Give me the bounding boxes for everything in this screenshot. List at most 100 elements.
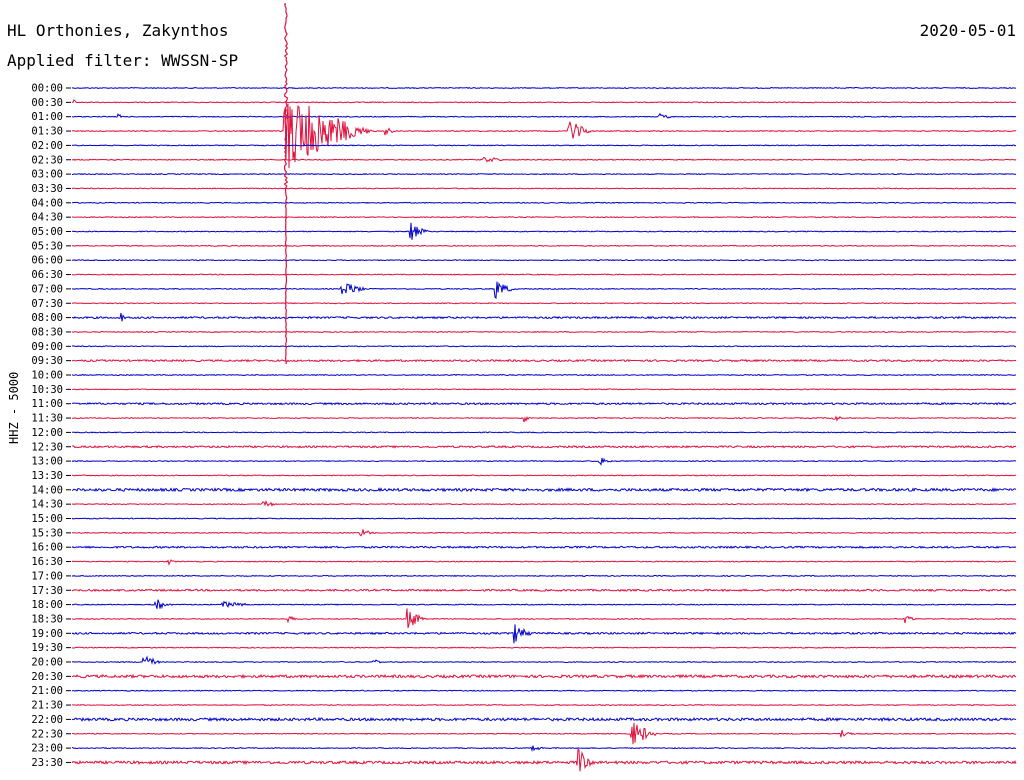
seismic-trace <box>71 187 1017 190</box>
trace-time-label: 14:30 <box>31 499 63 511</box>
seismic-trace <box>71 330 1017 334</box>
seismic-trace <box>71 545 1017 550</box>
seismic-trace <box>71 487 1017 493</box>
trace-time-label: 15:00 <box>31 513 63 525</box>
trace-time-label: 19:00 <box>31 628 63 640</box>
seismic-trace <box>71 689 1017 692</box>
seismic-trace <box>71 457 1017 466</box>
trace-time-label: 05:00 <box>31 226 63 238</box>
seismic-trace <box>71 401 1017 406</box>
seismic-trace <box>71 201 1017 204</box>
seismic-trace <box>71 259 1017 262</box>
major-event-spike <box>283 3 289 365</box>
seismic-trace <box>71 500 1017 507</box>
trace-time-label: 10:30 <box>31 384 63 396</box>
trace-time-label: 08:00 <box>31 312 63 324</box>
trace-time-label: 22:00 <box>31 714 63 726</box>
trace-time-label: 23:00 <box>31 743 63 755</box>
trace-time-label: 14:00 <box>31 484 63 496</box>
trace-time-label: 05:30 <box>31 240 63 252</box>
trace-time-label: 01:30 <box>31 126 63 138</box>
trace-time-label: 06:00 <box>31 255 63 267</box>
seismic-trace <box>71 574 1017 578</box>
trace-time-label: 08:30 <box>31 326 63 338</box>
seismic-trace <box>71 673 1017 680</box>
trace-time-label: 16:00 <box>31 542 63 554</box>
seismic-trace <box>71 716 1017 722</box>
seismic-trace <box>71 474 1017 477</box>
seismic-trace <box>71 244 1017 247</box>
trace-time-label: 23:30 <box>31 757 63 769</box>
trace-time-label: 00:30 <box>31 97 63 109</box>
record-date: 2020-05-01 <box>919 21 1016 40</box>
trace-time-label: 12:30 <box>31 441 63 453</box>
trace-time-label: 13:30 <box>31 470 63 482</box>
seismic-trace <box>71 144 1017 147</box>
seismic-trace <box>71 748 1017 772</box>
filter-label: Applied filter: WWSSN-SP <box>7 51 239 70</box>
trace-time-label: 18:00 <box>31 599 63 611</box>
seismic-trace <box>71 415 1017 423</box>
seismic-trace <box>71 388 1017 391</box>
trace-time-label: 09:00 <box>31 341 63 353</box>
seismic-trace <box>71 431 1017 434</box>
trace-time-label: 20:30 <box>31 671 63 683</box>
seismic-trace <box>71 273 1017 276</box>
trace-time-label: 21:00 <box>31 685 63 697</box>
trace-time-label: 07:30 <box>31 298 63 310</box>
trace-time-label: 12:00 <box>31 427 63 439</box>
trace-time-label: 10:00 <box>31 370 63 382</box>
trace-time-label: 15:30 <box>31 527 63 539</box>
trace-time-label: 17:00 <box>31 570 63 582</box>
trace-time-label: 01:00 <box>31 111 63 123</box>
trace-time-label: 06:30 <box>31 269 63 281</box>
trace-time-label: 19:30 <box>31 642 63 654</box>
trace-time-label: 07:00 <box>31 283 63 295</box>
seismic-trace <box>71 646 1017 649</box>
seismic-trace <box>71 112 1017 119</box>
seismic-trace <box>71 703 1017 707</box>
trace-time-label: 03:00 <box>31 169 63 181</box>
seismic-trace <box>71 517 1017 520</box>
trace-time-label: 11:00 <box>31 398 63 410</box>
seismic-trace <box>71 216 1017 219</box>
trace-time-label: 02:00 <box>31 140 63 152</box>
trace-time-label: 20:00 <box>31 657 63 669</box>
seismic-trace <box>71 358 1017 363</box>
seismic-trace <box>71 608 1017 628</box>
seismic-trace <box>71 173 1017 176</box>
trace-time-label: 22:30 <box>31 728 63 740</box>
seismic-trace <box>71 373 1017 377</box>
seismic-trace <box>71 156 1017 163</box>
seismic-trace <box>71 599 1017 610</box>
trace-time-label: 18:30 <box>31 613 63 625</box>
trace-time-label: 00:00 <box>31 83 63 95</box>
seismic-trace <box>71 444 1017 449</box>
trace-time-label: 03:30 <box>31 183 63 195</box>
trace-time-label: 13:00 <box>31 456 63 468</box>
seismic-trace <box>71 104 1017 169</box>
seismic-trace <box>71 222 1017 240</box>
seismic-trace <box>71 559 1017 566</box>
trace-time-label: 02:30 <box>31 154 63 166</box>
trace-time-label: 17:30 <box>31 585 63 597</box>
seismic-trace <box>71 655 1017 666</box>
seismic-trace <box>71 281 1017 300</box>
seismic-trace <box>71 529 1017 537</box>
seismic-trace <box>71 99 1017 104</box>
trace-time-label: 04:30 <box>31 212 63 224</box>
trace-time-label: 16:30 <box>31 556 63 568</box>
trace-time-label: 21:30 <box>31 700 63 712</box>
trace-time-label: 04:00 <box>31 197 63 209</box>
seismic-trace <box>71 624 1017 644</box>
seismic-trace <box>71 588 1017 593</box>
seismic-trace <box>71 345 1017 348</box>
seismic-trace <box>71 86 1017 90</box>
seismic-trace <box>71 302 1017 305</box>
trace-time-label: 11:30 <box>31 413 63 425</box>
seismic-trace <box>71 312 1017 322</box>
station-title: HL Orthonies, Zakynthos <box>7 21 229 40</box>
seismic-trace <box>71 722 1017 745</box>
seismic-trace <box>71 745 1017 752</box>
